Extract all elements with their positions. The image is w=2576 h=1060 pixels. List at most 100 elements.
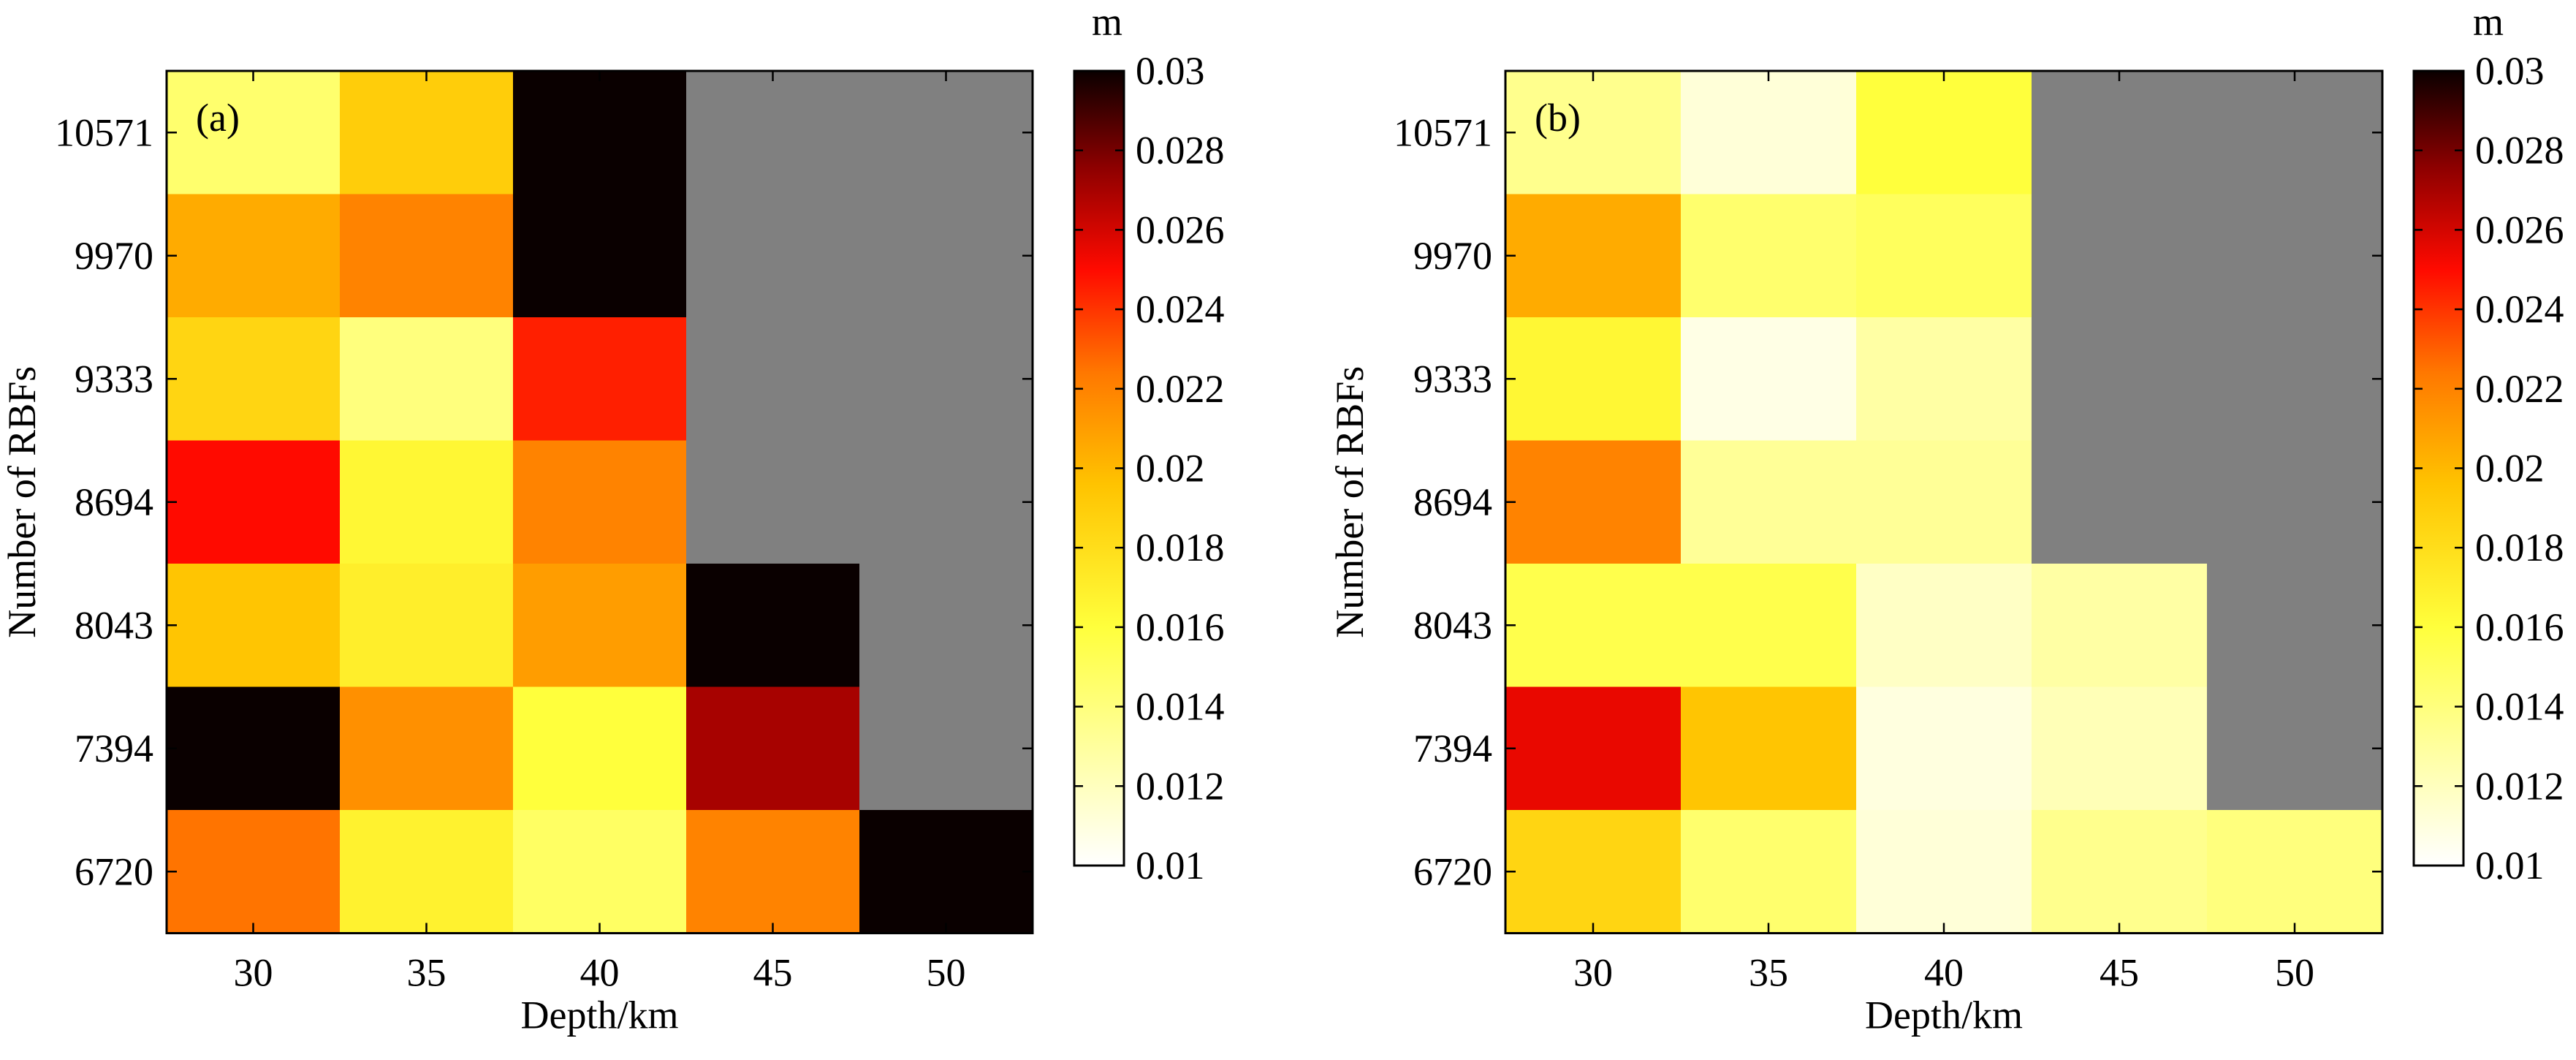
heatmap-cell-missing [2207,440,2383,564]
x-tick-label: 50 [927,951,966,995]
y-tick-label: 7394 [1413,727,1492,771]
colorbar-tick-label: 0.028 [1136,129,1225,173]
heatmap-cell [1681,317,1857,441]
panel-label: (a) [196,96,240,140]
heatmap-cell [340,194,514,318]
colorbar-tick-label: 0.016 [1136,605,1225,649]
colorbar-tick-label: 0.014 [1136,685,1225,729]
heatmap-cell-missing [2207,564,2383,687]
x-tick-label: 35 [1749,951,1788,995]
heatmap-cell [340,317,514,441]
colorbar-tick-label: 0.018 [2475,526,2564,569]
heatmap-cell [167,194,341,318]
heatmap-cell-missing [2207,686,2383,811]
y-axis-title: Number of RBFs [0,366,44,638]
panel-label: (b) [1535,96,1581,140]
heatmap-cell [1505,194,1682,318]
heatmap-cell [686,810,860,934]
heatmap-panel-a: 30 35 40 45 50 10571 9970 9333 8694 8043 7394 6720 D… [0,0,1225,1037]
x-tick-label: 45 [753,951,793,995]
y-tick-label: 7394 [75,727,153,771]
colorbar-tick-label: 0.02 [2475,447,2545,491]
colorbar-tick-label: 0.024 [1136,287,1225,331]
heatmap-cell [2032,810,2208,934]
y-tick-label: 8043 [1413,603,1492,647]
colorbar-tick-label: 0.014 [2475,685,2564,729]
colorbar-unit-label: m [1092,0,1122,44]
colorbar-tick-label: 0.024 [2475,287,2564,331]
colorbar-tick-label: 0.022 [2475,367,2564,411]
heatmap-cell-missing [859,71,1033,194]
y-tick-label: 6720 [75,849,153,893]
heatmap-cell-missing [686,440,860,564]
heatmap-cell [2032,564,2208,687]
heatmap-cell-missing [686,317,860,441]
x-axis-title: Depth/km [1865,993,2023,1037]
x-axis-title: Depth/km [521,993,679,1037]
heatmap-cell [1856,317,2032,441]
heatmap-cell [340,564,514,687]
x-tick-label: 45 [2100,951,2139,995]
heatmap-cell [1505,686,1682,811]
heatmap-panel-b: 30 35 40 45 50 10571 9970 9333 8694 8043 7394 6720 D… [1328,0,2564,1037]
heatmap-cell [167,71,341,194]
y-tick-label: 9333 [1413,357,1492,401]
x-tick-label: 30 [1573,951,1613,995]
heatmap-cell-missing [686,71,860,194]
y-tick-label: 9970 [1413,234,1492,278]
x-tick-label: 30 [234,951,273,995]
colorbar-tick-label: 0.026 [1136,208,1225,251]
colorbar-tick-label: 0.01 [2475,844,2545,887]
heatmap-cell [1856,686,2032,811]
heatmap-cell [513,317,687,441]
heatmap-cell [513,71,687,194]
heatmap-cell [1505,71,1682,194]
heatmap-cell [513,810,687,934]
colorbar-tick-label: 0.01 [1136,844,1205,887]
heatmap-cell [1681,440,1857,564]
heatmap-cell-missing [2032,194,2208,318]
heatmap-cell-missing [2207,194,2383,318]
heatmap-cell [1505,564,1682,687]
heatmap-cell [1681,810,1857,934]
y-tick-label: 6720 [1413,849,1492,893]
heatmap-cell [686,564,860,687]
x-tick-label: 35 [407,951,447,995]
heatmap-cell [1681,686,1857,811]
y-tick-label: 8694 [75,480,153,524]
heatmap-cell [1856,440,2032,564]
heatmap-cell-missing [859,564,1033,687]
heatmap-cell-missing [2207,71,2383,194]
heatmap-cell [1505,440,1682,564]
x-tick-label: 40 [580,951,620,995]
y-tick-label: 9333 [75,357,153,401]
colorbar-tick-label: 0.022 [1136,367,1225,411]
colorbar-tick-label: 0.03 [1136,49,1205,93]
heatmap-cell-missing [686,194,860,318]
heatmap-cell-missing [859,686,1033,811]
y-axis-title: Number of RBFs [1328,366,1372,638]
heatmap-cell-missing [2207,317,2383,441]
heatmap-cell [167,686,341,811]
heatmap-cell [340,686,514,811]
heatmap-cell [513,440,687,564]
heatmap-cell [1505,810,1682,934]
colorbar-tick-label: 0.026 [2475,208,2564,251]
colorbar-tick-label: 0.012 [1136,764,1225,808]
heatmap-cell [167,440,341,564]
heatmap-cell [1681,194,1857,318]
heatmap-cell [2207,810,2383,934]
colorbar-tick-label: 0.028 [2475,129,2564,173]
heatmap-cell [1681,71,1857,194]
heatmap-cell-missing [859,194,1033,318]
heatmap-cell [513,686,687,811]
colorbar-tick-label: 0.03 [2475,49,2545,93]
heatmap-cell [513,194,687,318]
colorbar-unit-label: m [2473,0,2504,44]
heatmap-cell-missing [2032,317,2208,441]
colorbar-tick-label: 0.018 [1136,526,1225,569]
heatmap-cell [340,810,514,934]
heatmap-cell [1856,194,2032,318]
y-tick-label: 9970 [75,234,153,278]
heatmap-cell-missing [859,317,1033,441]
